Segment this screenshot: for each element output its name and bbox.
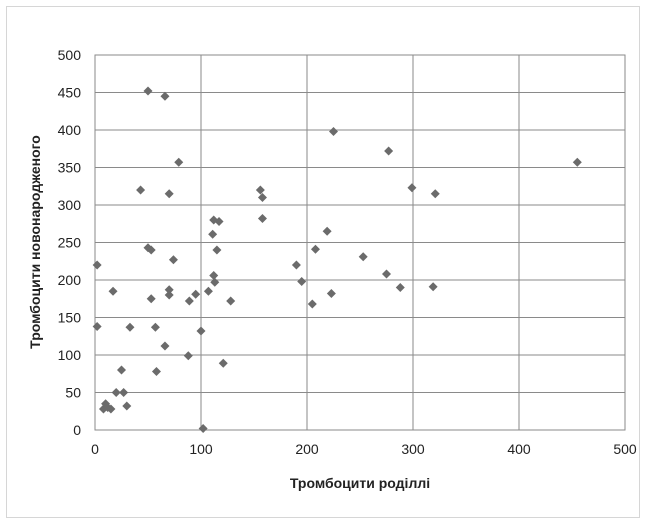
data-point [326, 289, 336, 298]
x-tick-label: 400 [507, 441, 531, 457]
data-points [92, 86, 582, 433]
data-point [92, 260, 102, 270]
y-tick-label: 0 [73, 422, 81, 438]
data-point [310, 244, 320, 254]
data-point [297, 277, 307, 286]
data-point [164, 189, 174, 199]
data-point [307, 299, 317, 309]
data-point [384, 146, 394, 156]
y-tick-label: 300 [58, 197, 82, 213]
data-point [208, 229, 218, 239]
y-tick-label: 350 [58, 160, 82, 176]
data-point [146, 294, 156, 304]
data-point [226, 296, 236, 306]
data-point [125, 322, 135, 332]
y-tick-label: 500 [58, 47, 82, 63]
data-point [214, 217, 224, 226]
data-point [210, 277, 220, 287]
data-point [257, 214, 267, 223]
data-point [146, 245, 156, 255]
y-tick-label: 100 [58, 347, 82, 363]
y-axis-title: Тромбоцити новонародженого [27, 135, 43, 349]
data-point [164, 285, 174, 295]
data-point [255, 185, 265, 195]
data-point [106, 404, 116, 414]
data-point [143, 86, 153, 96]
data-point [203, 286, 213, 296]
data-point [122, 401, 132, 411]
data-point [209, 271, 219, 280]
y-tick-label: 450 [58, 85, 82, 101]
data-point [164, 290, 174, 300]
data-point [430, 189, 440, 199]
data-point [160, 341, 170, 351]
data-point [151, 367, 161, 376]
data-point [358, 252, 368, 262]
x-axis-ticks: 0 100 200 300 400 500 [91, 441, 637, 457]
data-point [111, 388, 121, 397]
data-point [196, 326, 206, 336]
data-point [428, 282, 438, 292]
data-point [329, 127, 338, 136]
data-point [572, 157, 582, 167]
grid-lines [95, 55, 625, 430]
y-tick-label: 400 [58, 122, 82, 138]
data-point [291, 260, 301, 270]
data-point [395, 283, 405, 292]
data-point [108, 286, 118, 296]
data-point [92, 322, 102, 331]
x-tick-label: 300 [401, 441, 425, 457]
data-point [198, 424, 208, 433]
data-point [218, 358, 228, 368]
y-tick-label: 150 [58, 310, 82, 326]
data-point [382, 269, 391, 279]
x-tick-label: 200 [295, 441, 319, 457]
data-point [150, 322, 160, 332]
y-tick-label: 50 [65, 385, 81, 401]
data-point [322, 226, 332, 236]
data-point [191, 289, 201, 299]
data-point [117, 365, 126, 375]
x-tick-label: 500 [613, 441, 637, 457]
data-point [257, 193, 267, 202]
x-tick-label: 100 [189, 441, 213, 457]
x-axis-title: Тромбоцити роділлі [290, 475, 430, 491]
data-point [119, 388, 129, 397]
data-point [168, 255, 178, 265]
x-tick-label: 0 [91, 441, 99, 457]
plot-area [94, 54, 626, 431]
y-tick-label: 250 [58, 235, 82, 251]
data-point [160, 91, 170, 101]
data-point [136, 185, 146, 195]
data-point [407, 183, 417, 193]
y-tick-label: 200 [58, 272, 82, 288]
data-point [184, 296, 194, 306]
data-point [174, 157, 184, 167]
data-point [212, 245, 222, 255]
y-axis-ticks: 0 50 100 150 200 250 300 350 400 450 500 [58, 47, 82, 438]
chart-frame [6, 6, 640, 518]
data-point [183, 351, 193, 361]
